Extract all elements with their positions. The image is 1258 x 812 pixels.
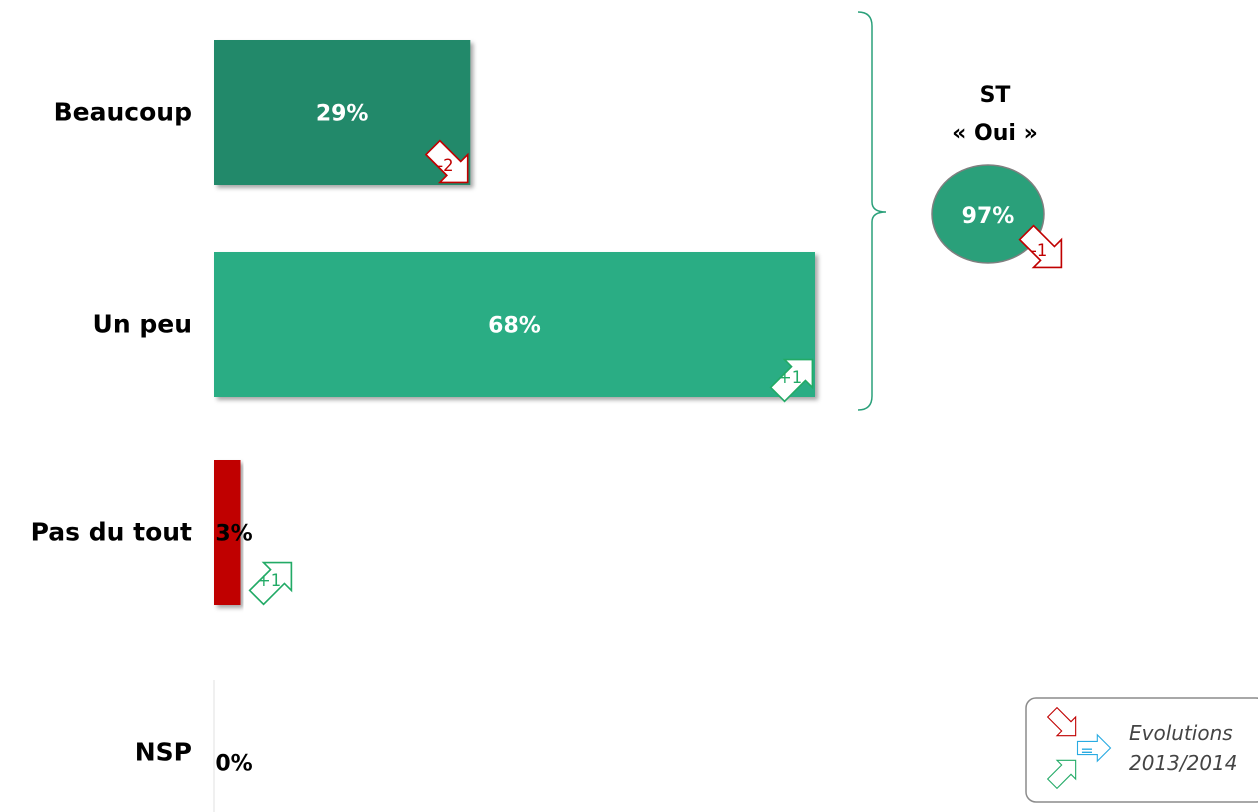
evolution-arrow-up-label: +1	[257, 571, 281, 590]
subtotal-evolution-arrow-label: -1	[1031, 241, 1047, 260]
category-label: Un peu	[93, 310, 192, 339]
legend-equal-arrow-icon	[1076, 733, 1112, 763]
evolution-arrow-up: +1	[248, 561, 293, 606]
legend-box	[1025, 697, 1258, 803]
subtotal-title: ST	[980, 83, 1011, 108]
evolution-arrow-down: -2	[424, 139, 469, 184]
legend-down-arrow-icon	[1046, 706, 1077, 737]
evolution-arrow-down-label: -2	[437, 156, 453, 175]
legend-line-1: Evolutions	[1129, 721, 1233, 745]
category-label: NSP	[135, 738, 192, 767]
evolution-arrow-up: +1	[769, 358, 814, 403]
value-label: 29%	[316, 102, 369, 127]
subtotal-value: 97%	[962, 204, 1015, 229]
bar-beaucoup	[214, 40, 471, 185]
legend-up-arrow-icon	[1046, 759, 1077, 790]
value-label: 3%	[215, 522, 252, 547]
value-label: 68%	[488, 314, 541, 339]
group-brace	[857, 11, 887, 411]
bar-pas-du-tout	[214, 460, 241, 605]
evolution-arrow-up-label: +1	[778, 368, 802, 387]
category-label: Pas du tout	[31, 518, 192, 547]
category-label: Beaucoup	[54, 98, 192, 127]
subtotal-bubble	[931, 164, 1045, 264]
legend-line-2: 2013/2014	[1129, 751, 1238, 775]
bar-un-peu	[214, 252, 815, 397]
subtotal-evolution-arrow: -1	[1018, 224, 1063, 269]
value-label: 0%	[215, 752, 252, 777]
legend-equal-label: =	[1080, 741, 1093, 760]
subtotal-subtitle: « Oui »	[952, 121, 1038, 146]
